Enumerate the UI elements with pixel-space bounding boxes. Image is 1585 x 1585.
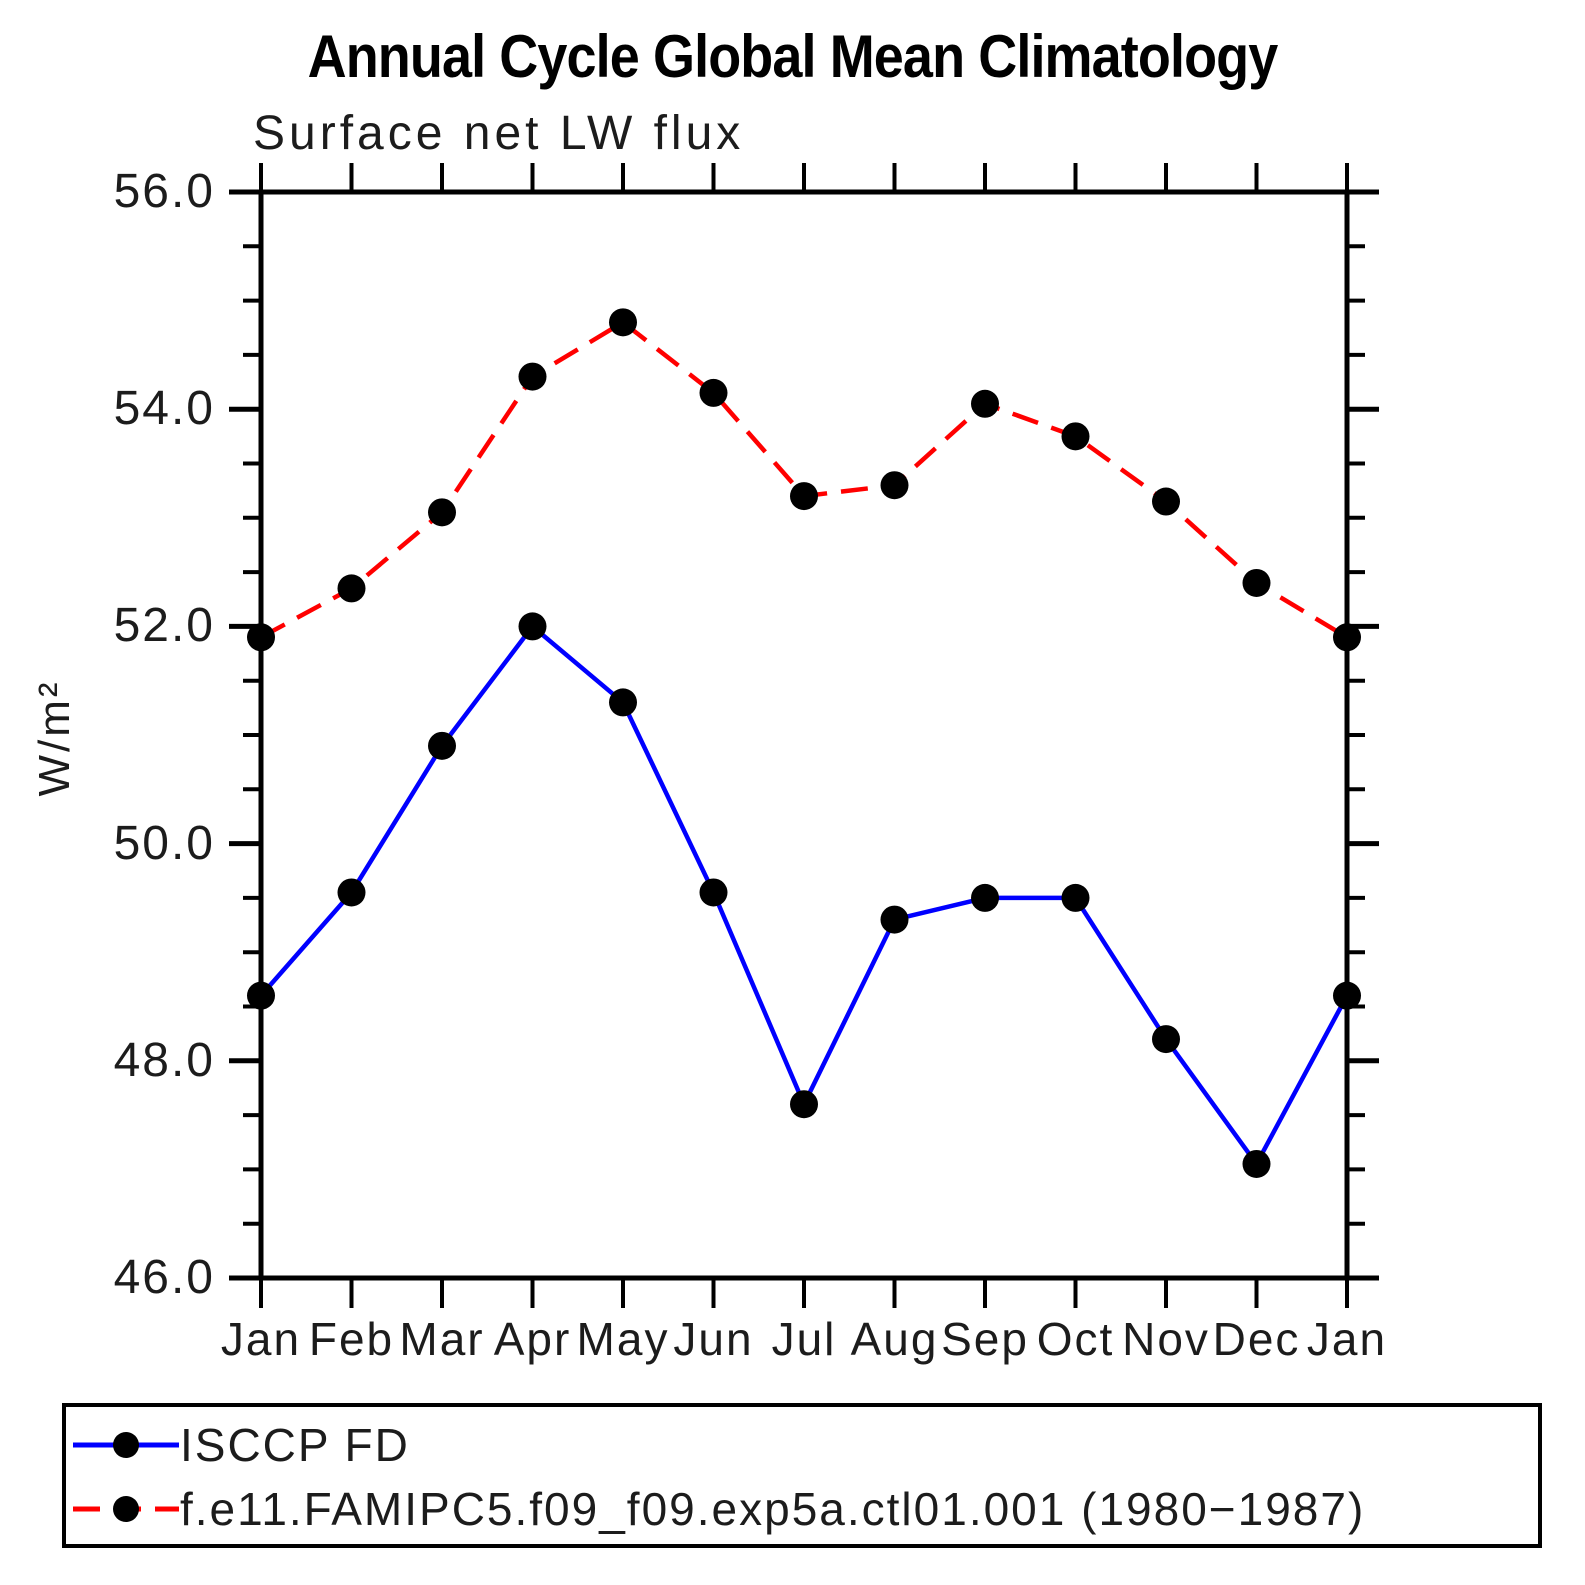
data-point-marker: [428, 731, 456, 760]
legend-line-sample-dashed: [73, 1496, 179, 1522]
y-tick-label: 50.0: [113, 816, 215, 870]
data-point-marker: [790, 1090, 818, 1119]
data-point-marker: [790, 482, 818, 511]
data-point-marker: [518, 362, 547, 391]
x-tick-label: Nov: [1122, 1313, 1210, 1365]
y-tick-label: 48.0: [113, 1033, 215, 1087]
x-tick-label: Jun: [673, 1313, 754, 1365]
x-tick-label: May: [576, 1313, 670, 1365]
data-series: [247, 308, 1361, 1178]
data-point-marker: [1152, 487, 1180, 516]
data-point-marker: [1061, 422, 1090, 451]
data-point-marker: [1242, 568, 1271, 597]
y-tick-label: 56.0: [113, 165, 215, 218]
data-point-marker: [1333, 981, 1361, 1010]
data-point-marker: [247, 981, 275, 1010]
axes: [229, 163, 1379, 1308]
data-point-marker: [609, 688, 637, 717]
x-tick-label: Jul: [771, 1313, 837, 1365]
data-point-marker: [518, 612, 547, 641]
x-tick-label: Jan: [1306, 1313, 1388, 1365]
x-tick-label: Jan: [220, 1313, 302, 1365]
chart-title: Annual Cycle Global Mean Climatology: [307, 23, 1279, 90]
series-line-model: [259, 320, 1349, 640]
data-point-marker: [1242, 1149, 1271, 1178]
x-tick-label: Aug: [850, 1313, 939, 1365]
data-point-marker: [1333, 623, 1361, 652]
legend-label-isccp: ISCCP FD: [180, 1419, 410, 1471]
data-point-marker: [609, 308, 637, 337]
data-point-marker: [1152, 1025, 1180, 1054]
x-tick-label: Mar: [399, 1313, 485, 1365]
y-tick-label: 46.0: [113, 1251, 215, 1304]
data-point-marker: [428, 498, 456, 527]
data-point-marker: [337, 878, 366, 907]
legend-line-sample-solid: [73, 1432, 179, 1458]
x-tick-label: Oct: [1036, 1313, 1115, 1365]
legend-row-model: f.e11.FAMIPC5.f09_f09.exp5a.ctl01.001 (1…: [66, 1481, 1538, 1537]
y-tick-label: 52.0: [113, 599, 215, 653]
data-point-marker: [1061, 883, 1090, 912]
data-point-marker: [699, 378, 728, 407]
data-point-marker: [971, 883, 999, 912]
data-point-marker: [880, 905, 909, 934]
data-point-marker: [880, 471, 909, 500]
x-tick-label: Sep: [941, 1313, 1029, 1365]
y-tick-label: 54.0: [113, 382, 215, 436]
data-point-marker: [699, 878, 728, 907]
data-point-marker: [337, 574, 366, 603]
legend-label-model: f.e11.FAMIPC5.f09_f09.exp5a.ctl01.001 (1…: [180, 1483, 1366, 1535]
legend-row-isccp: ISCCP FD: [66, 1417, 1538, 1473]
x-tick-label: Dec: [1212, 1313, 1301, 1365]
chart-subtitle: Surface net LW flux: [253, 107, 745, 160]
x-tick-label: Feb: [308, 1313, 395, 1365]
data-point-marker: [971, 389, 999, 418]
x-tick-label: Apr: [493, 1313, 572, 1365]
data-point-marker: [247, 623, 275, 652]
legend-box: ISCCP FD f.e11.FAMIPC5.f09_f09.exp5a.ctl…: [62, 1403, 1542, 1548]
series-line-isccp: [259, 624, 1349, 1167]
